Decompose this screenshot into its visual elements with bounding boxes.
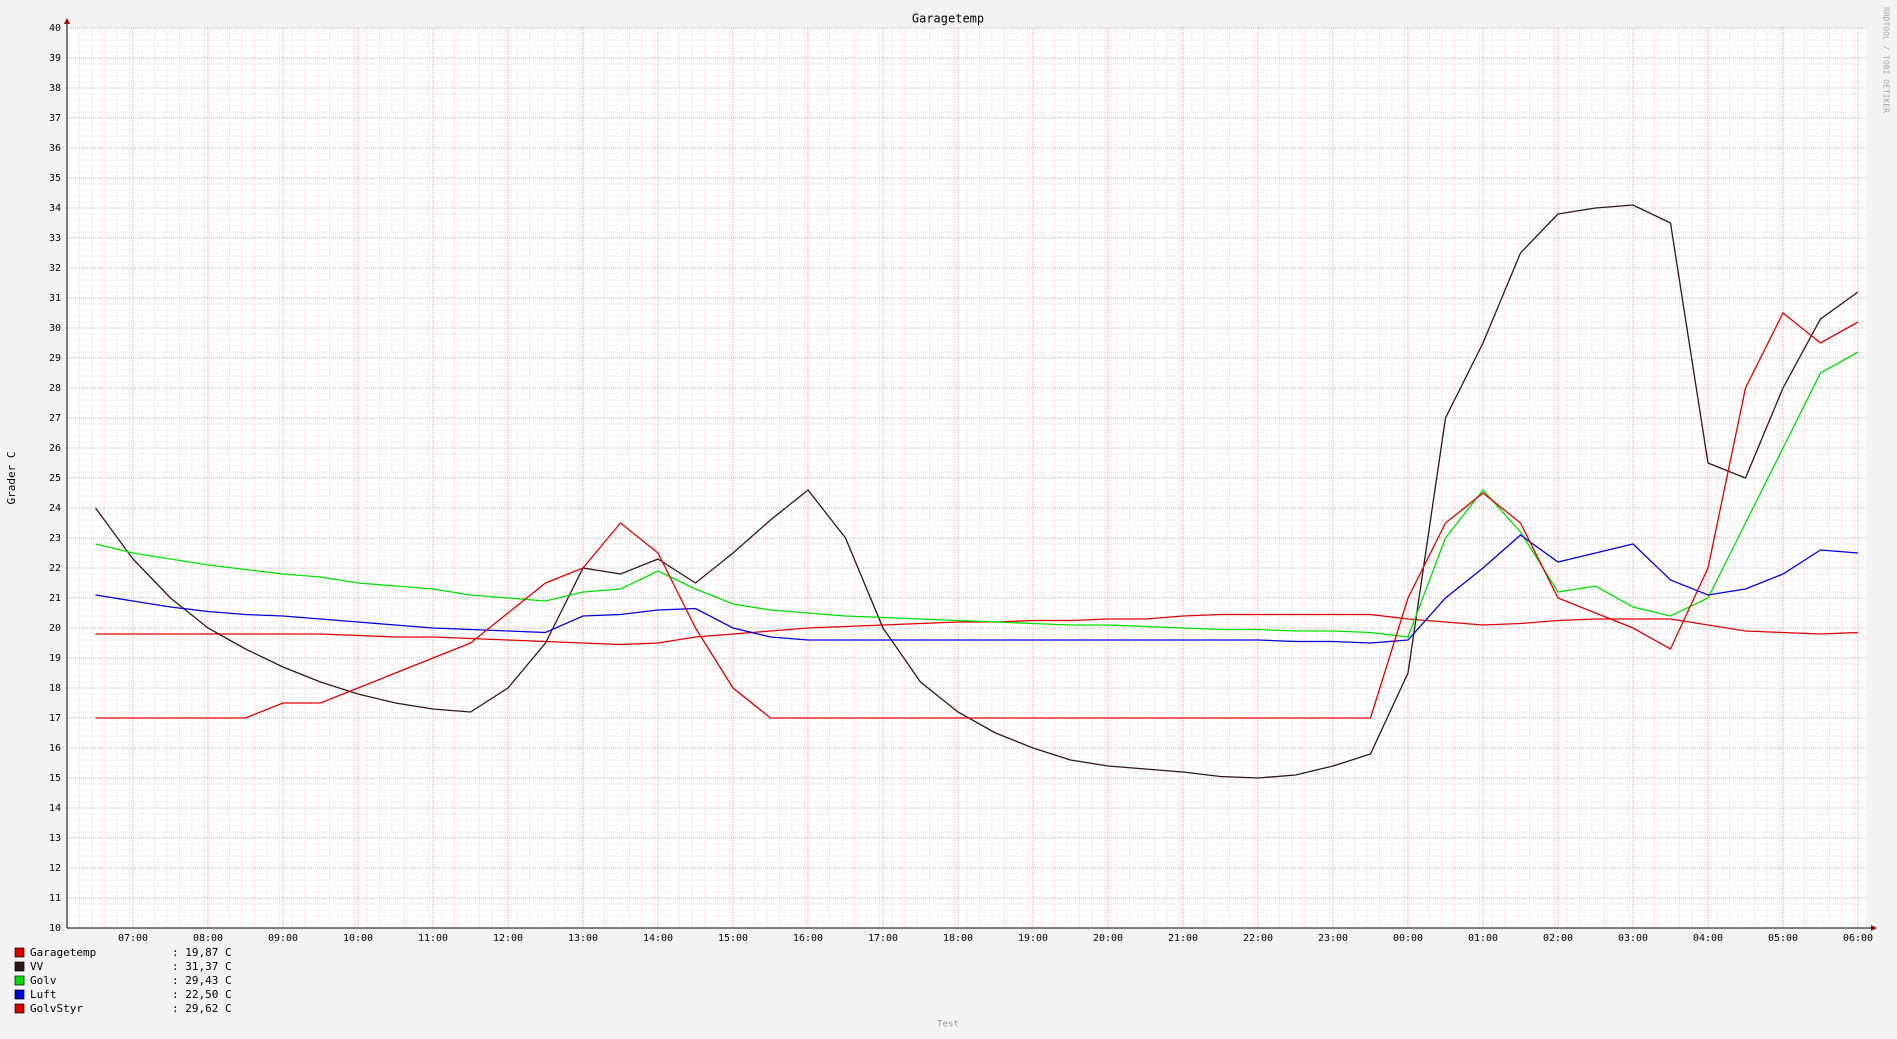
y-tick-label: 25 [49, 473, 61, 484]
x-tick-label: 02:00 [1543, 933, 1573, 944]
y-tick-label: 36 [49, 143, 61, 154]
y-tick-label: 10 [49, 923, 61, 934]
y-tick-label: 24 [49, 503, 61, 514]
legend-swatch [14, 961, 25, 972]
legend-label: Luft [30, 988, 57, 1001]
y-tick-label: 18 [49, 683, 61, 694]
y-tick-label: 21 [49, 593, 61, 604]
y-tick-label: 33 [49, 233, 61, 244]
x-tick-label: 22:00 [1243, 933, 1273, 944]
y-tick-label: 30 [49, 323, 61, 334]
x-tick-label: 15:00 [718, 933, 748, 944]
x-tick-label: 05:00 [1768, 933, 1798, 944]
x-tick-label: 17:00 [868, 933, 898, 944]
legend-label: Garagetemp [30, 946, 96, 959]
legend-value: : 19,87 C [172, 946, 232, 959]
x-tick-label: 20:00 [1093, 933, 1123, 944]
x-tick-label: 23:00 [1318, 933, 1348, 944]
x-tick-label: 12:00 [493, 933, 523, 944]
y-tick-label: 37 [49, 113, 61, 124]
y-tick-label: 16 [49, 743, 61, 754]
y-tick-label: 14 [49, 803, 61, 814]
x-tick-label: 09:00 [268, 933, 298, 944]
y-tick-label: 40 [49, 23, 61, 34]
x-tick-label: 14:00 [643, 933, 673, 944]
series-line [95, 534, 1859, 644]
axis-arrow [64, 18, 70, 24]
legend-swatch [14, 975, 25, 986]
series-line [95, 311, 1859, 719]
series-line [94, 204, 1859, 779]
legend-swatch [14, 989, 25, 1000]
y-tick-label: 13 [49, 833, 61, 844]
legend-value: : 29,62 C [172, 1002, 232, 1015]
y-axis-label: Grader C [5, 452, 18, 505]
x-tick-label: 03:00 [1618, 933, 1648, 944]
series-line [95, 613, 1859, 646]
x-tick-label: 06:00 [1843, 933, 1873, 944]
x-tick-label: 18:00 [943, 933, 973, 944]
y-tick-label: 11 [49, 893, 61, 904]
series-line [95, 351, 1859, 638]
watermark: RRDTOOL / TOBI OETIKER [1882, 7, 1891, 113]
y-tick-label: 23 [49, 533, 61, 544]
x-tick-label: 10:00 [343, 933, 373, 944]
x-tick-label: 16:00 [793, 933, 823, 944]
y-tick-label: 20 [49, 623, 61, 634]
y-tick-label: 32 [49, 263, 61, 274]
y-tick-label: 26 [49, 443, 61, 454]
x-tick-label: 01:00 [1468, 933, 1498, 944]
legend-value: : 31,37 C [172, 960, 232, 973]
x-tick-label: 21:00 [1168, 933, 1198, 944]
x-tick-label: 08:00 [193, 933, 223, 944]
y-tick-label: 29 [49, 353, 61, 364]
y-tick-label: 19 [49, 653, 61, 664]
y-tick-label: 28 [49, 383, 61, 394]
x-tick-label: 19:00 [1018, 933, 1048, 944]
legend-value: : 22,50 C [172, 988, 232, 1001]
y-tick-label: 22 [49, 563, 61, 574]
y-tick-label: 35 [49, 173, 61, 184]
x-tick-label: 13:00 [568, 933, 598, 944]
x-tick-label: 00:00 [1393, 933, 1423, 944]
legend-swatch [14, 947, 25, 958]
x-tick-label: 07:00 [118, 933, 148, 944]
x-tick-label: 11:00 [418, 933, 448, 944]
x-tick-label: 04:00 [1693, 933, 1723, 944]
y-tick-label: 38 [49, 83, 61, 94]
y-tick-label: 17 [49, 713, 61, 724]
y-tick-label: 31 [49, 293, 61, 304]
y-tick-label: 15 [49, 773, 61, 784]
y-tick-label: 34 [49, 203, 61, 214]
legend-label: Golv [30, 974, 57, 987]
axis-arrow [1871, 925, 1877, 931]
y-tick-label: 39 [49, 53, 61, 64]
legend-value: : 29,43 C [172, 974, 232, 987]
chart-title: Garagetemp [912, 12, 984, 26]
y-tick-label: 12 [49, 863, 61, 874]
y-tick-label: 27 [49, 413, 61, 424]
footer: Test [937, 1020, 959, 1030]
legend-label: GolvStyr [30, 1002, 83, 1015]
legend-label: VV [30, 960, 44, 973]
legend-swatch [14, 1003, 25, 1014]
